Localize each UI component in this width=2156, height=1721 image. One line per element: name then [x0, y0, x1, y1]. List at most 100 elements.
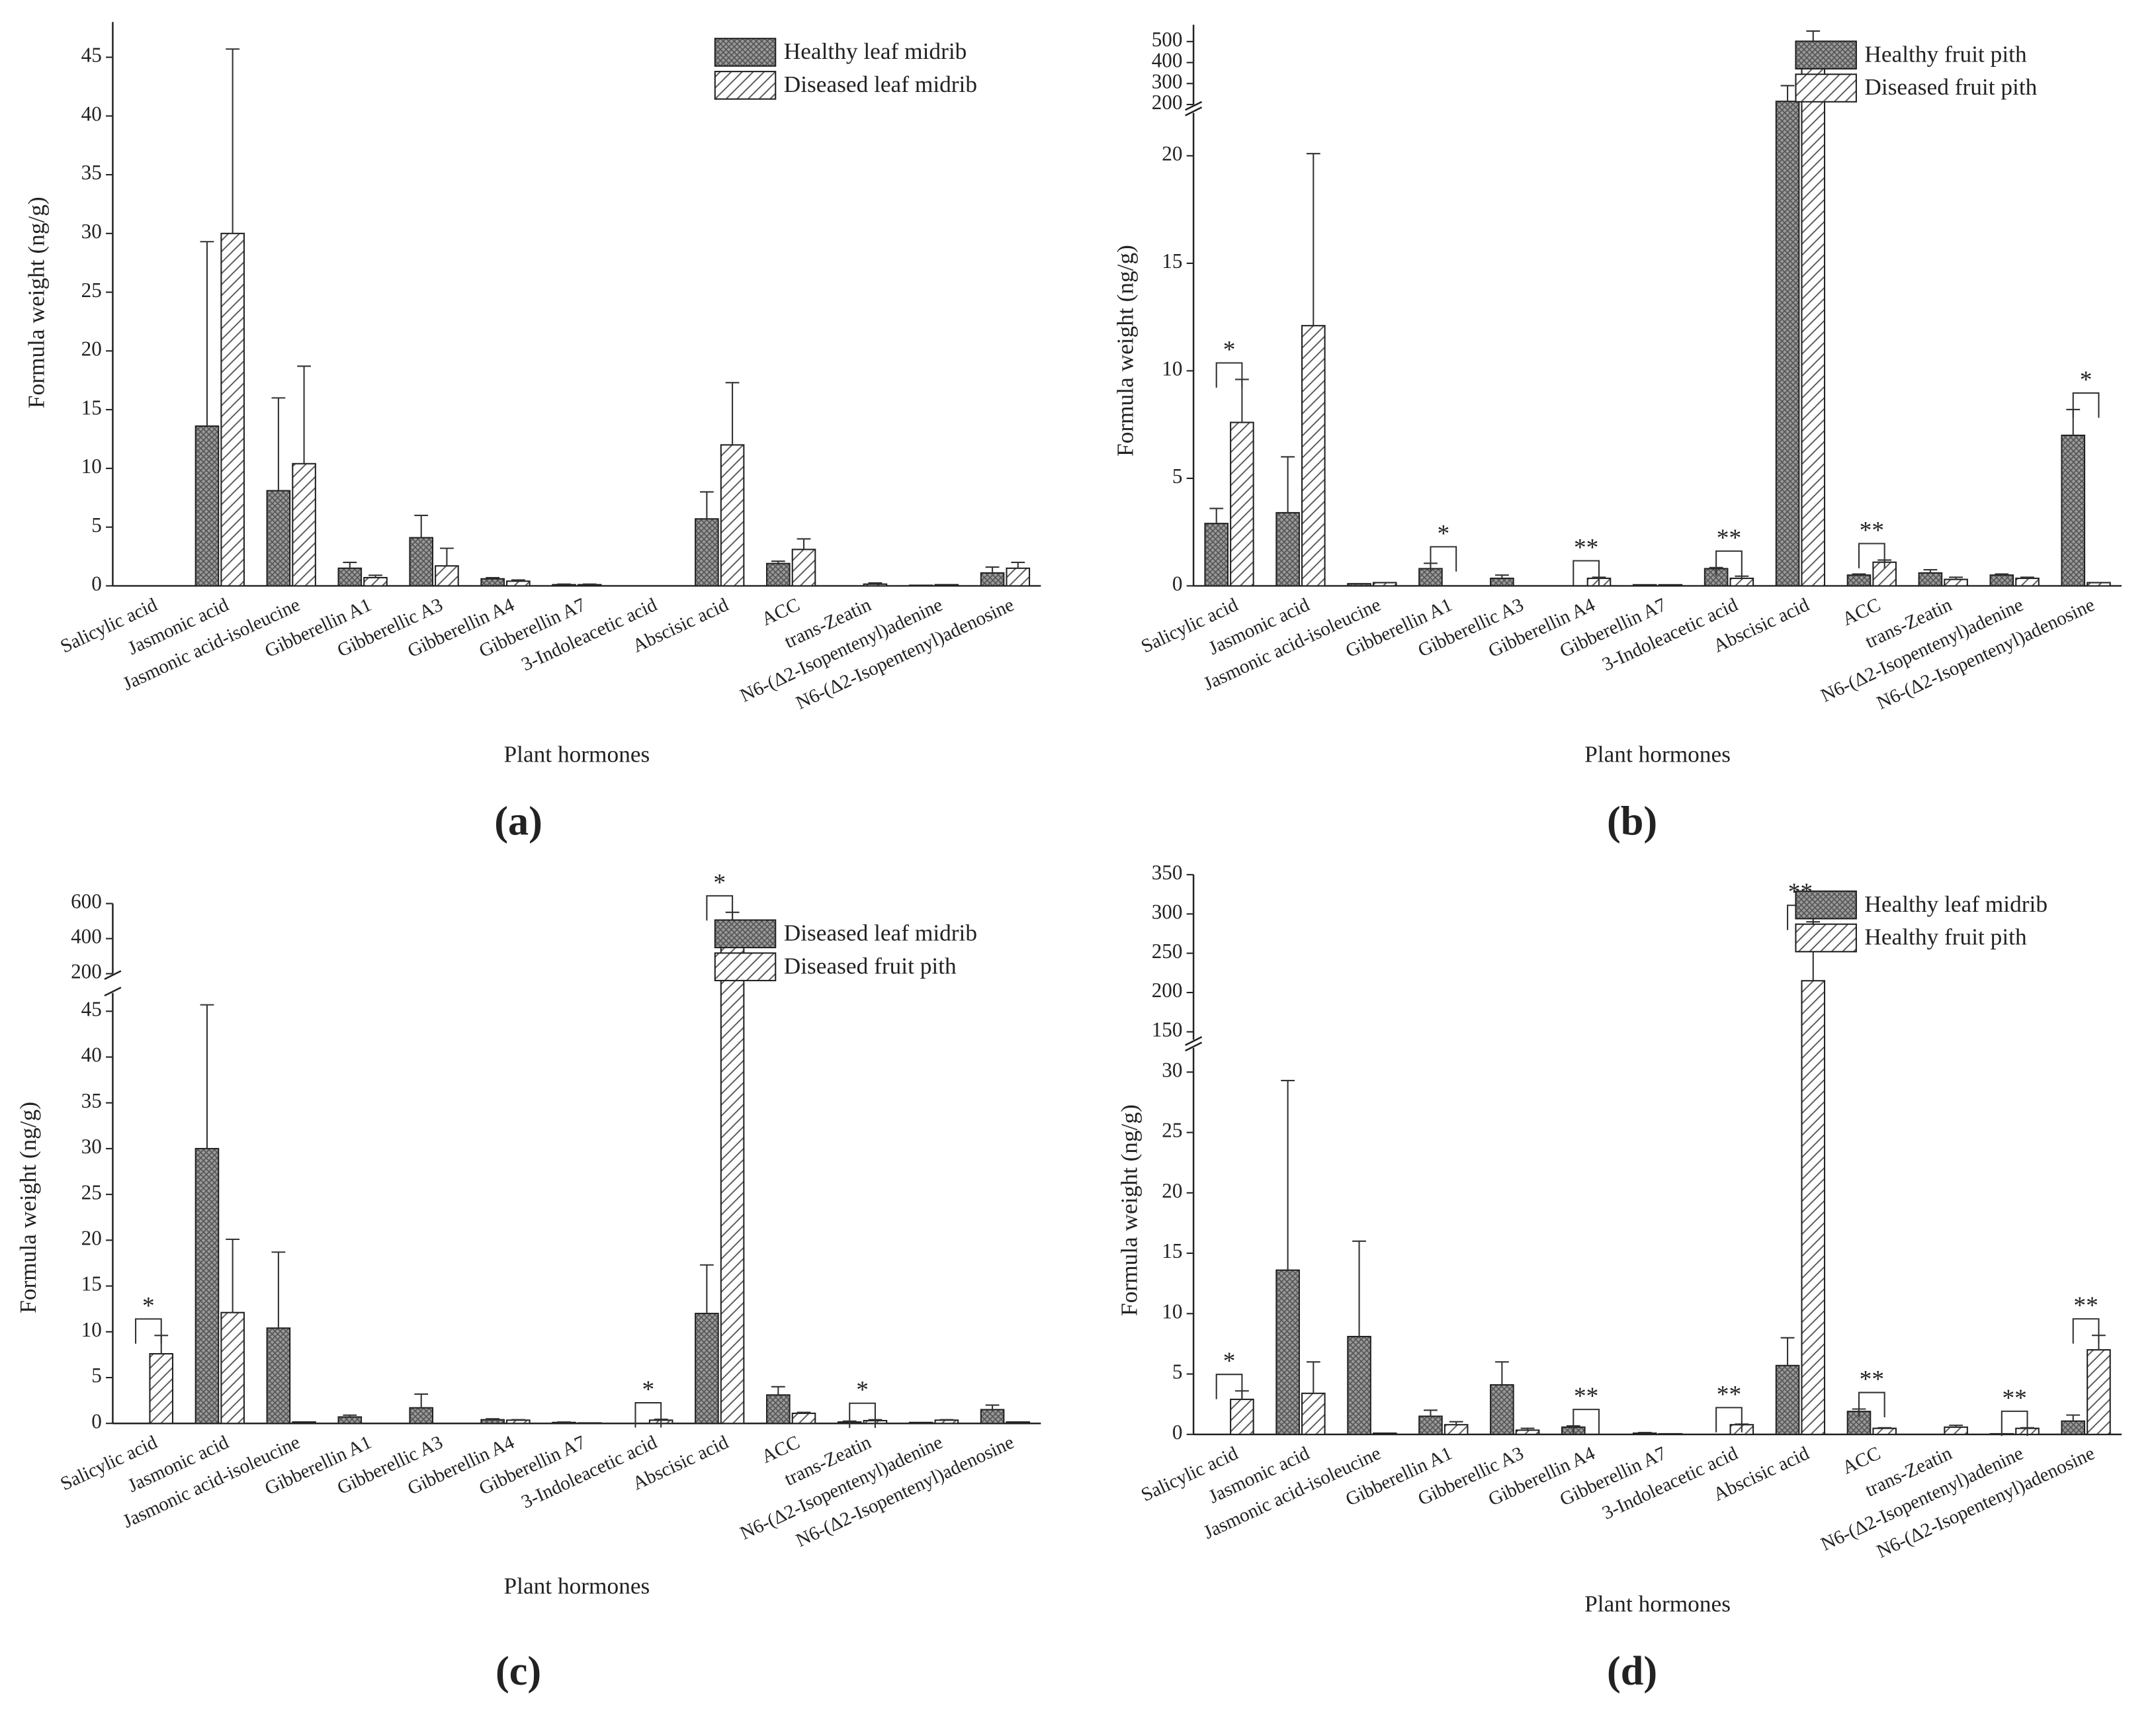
y-tick-label: 30	[81, 220, 102, 243]
error-bar	[1494, 1361, 1509, 1386]
error-bar	[1352, 1240, 1366, 1337]
significance-bracket	[706, 895, 734, 921]
bar	[1301, 1392, 1326, 1435]
bar	[1347, 1335, 1371, 1435]
significance-bracket	[1858, 543, 1885, 568]
legend-label: Diseased fruit pith	[1864, 74, 2037, 100]
y-tick-label: 500	[1152, 28, 1183, 51]
y-tick-label: 5	[91, 1364, 102, 1387]
panel-label: (c)	[496, 1648, 541, 1694]
error-bar	[1780, 85, 1795, 102]
y-tick-label: 35	[81, 1089, 102, 1112]
bar	[292, 1421, 316, 1425]
bar	[1444, 1424, 1469, 1435]
y-tick-label: 15	[1162, 249, 1182, 273]
y-tick-label: 200	[1152, 91, 1183, 114]
error-bar	[200, 241, 214, 426]
error-bar	[1780, 1337, 1795, 1366]
error-bar	[368, 574, 382, 578]
significance-bracket	[1573, 1409, 1600, 1434]
bar	[435, 565, 459, 587]
error-bar	[1520, 1427, 1535, 1431]
bar	[220, 232, 245, 587]
error-bar	[725, 382, 740, 445]
bar	[1490, 1384, 1514, 1435]
bar	[2015, 578, 2040, 587]
x-axis-title: Plant hormones	[504, 1573, 650, 1599]
error-bar	[1949, 576, 1963, 580]
bar	[791, 549, 816, 587]
error-bar	[1877, 1427, 1892, 1429]
error-bar	[486, 576, 500, 579]
error-bar	[1449, 1421, 1463, 1425]
bar	[1944, 578, 1968, 587]
y-tick-label: 35	[81, 161, 102, 184]
y-axis-title: Formula weight (ng/g)	[15, 1102, 41, 1313]
panel-label: (d)	[1607, 1648, 1657, 1694]
bar	[1944, 1426, 1968, 1435]
error-bar	[1209, 507, 1224, 524]
bar	[577, 1422, 602, 1425]
error-bar	[200, 1004, 214, 1149]
y-tick-label: 600	[71, 890, 102, 913]
significance-bracket	[1858, 1391, 1885, 1417]
bar	[2061, 434, 2086, 587]
error-bar	[226, 1238, 240, 1313]
error-bar	[2066, 1414, 2081, 1421]
error-bar	[297, 365, 311, 464]
y-tick-label: 0	[91, 572, 102, 596]
bar	[695, 1313, 719, 1425]
y-tick-label: 40	[81, 102, 102, 125]
y-tick-label: 10	[1162, 357, 1182, 380]
bar	[194, 425, 220, 587]
bar	[934, 584, 959, 587]
error-bar	[1494, 574, 1509, 579]
significance-bracket	[1215, 362, 1243, 388]
bar	[766, 562, 791, 587]
y-tick-label: 45	[81, 44, 102, 67]
x-tick-label: ACC	[1839, 594, 1884, 630]
error-bar	[1281, 1080, 1295, 1270]
error-bar	[271, 397, 286, 491]
significance-label: *	[642, 1376, 654, 1403]
bar	[1372, 582, 1397, 587]
bar	[980, 572, 1005, 587]
bar	[1515, 1429, 1540, 1435]
error-bar	[1735, 575, 1749, 579]
bar	[506, 1419, 531, 1425]
bar	[934, 1419, 959, 1425]
bar	[149, 1352, 174, 1425]
bar	[980, 1409, 1005, 1425]
error-bar	[511, 1419, 525, 1421]
bar	[480, 1419, 505, 1425]
error-bar	[226, 48, 240, 234]
panel-label: (a)	[494, 798, 542, 844]
error-bar	[343, 561, 357, 568]
bar	[266, 1327, 291, 1425]
bar	[506, 580, 531, 587]
x-tick-label: ACC	[1839, 1442, 1884, 1478]
legend-label: Healthy fruit pith	[1864, 41, 2027, 67]
error-bar	[868, 582, 883, 584]
x-axis-title: Plant hormones	[1584, 1591, 1731, 1617]
legend-swatch	[1795, 40, 1857, 69]
bar	[791, 1412, 816, 1425]
significance-label: **	[2073, 1292, 2098, 1319]
legend-label: Healthy leaf midrib	[784, 38, 967, 64]
error-bar	[511, 579, 525, 582]
bar	[552, 584, 576, 587]
y-tick-label: 250	[1152, 940, 1183, 963]
bar	[1729, 578, 1754, 587]
bar	[1230, 421, 1254, 587]
error-bar	[557, 583, 571, 585]
significance-label: *	[1223, 1348, 1236, 1375]
bar	[1490, 578, 1514, 587]
legend-swatch	[1795, 890, 1857, 920]
error-bar	[1852, 573, 1866, 576]
bar	[1006, 1421, 1031, 1425]
error-bar	[1424, 1409, 1438, 1417]
significance-bracket	[1573, 560, 1600, 586]
bar	[863, 583, 888, 587]
